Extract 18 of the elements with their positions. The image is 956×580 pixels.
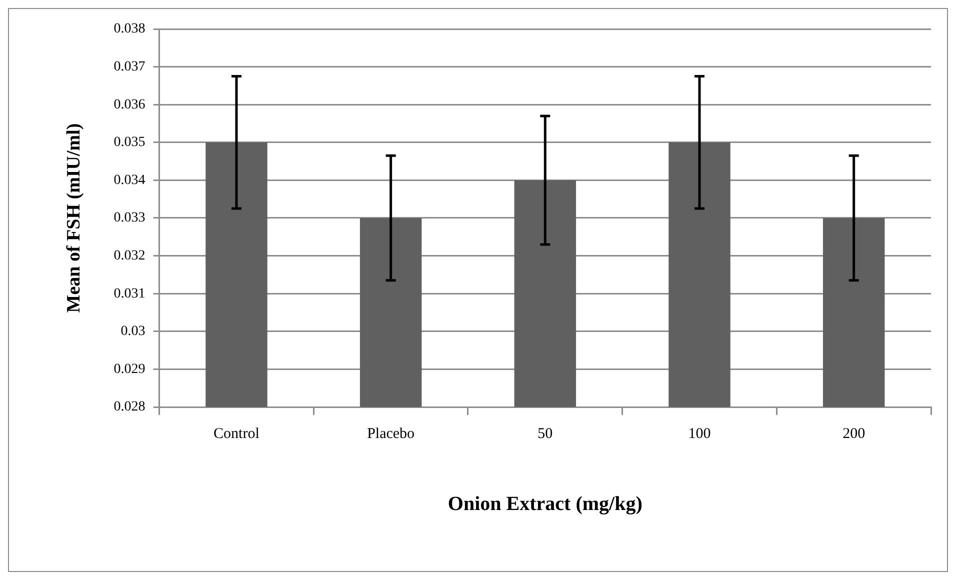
x-tick-label: 200 xyxy=(842,426,866,442)
y-tick-label: 0.03 xyxy=(120,324,146,340)
y-tick-label: 0.035 xyxy=(114,135,146,150)
y-tick-label: 0.028 xyxy=(114,400,146,415)
y-tick-label: 0.032 xyxy=(114,248,146,264)
y-tick-label: 0.034 xyxy=(114,172,146,188)
y-tick-label: 0.036 xyxy=(114,97,146,112)
x-axis-title: Onion Extract (mg/kg) xyxy=(448,493,642,516)
y-axis-title: Mean of FSH (mIU/ml) xyxy=(63,123,84,313)
x-tick-label: 50 xyxy=(538,426,553,442)
x-tick-label: 100 xyxy=(688,426,711,442)
y-tick-label: 0.037 xyxy=(114,59,146,74)
y-tick-label: 0.031 xyxy=(114,286,146,302)
y-tick-label: 0.029 xyxy=(114,362,146,377)
x-tick-label: Placebo xyxy=(367,426,415,442)
y-tick-label: 0.038 xyxy=(114,22,146,37)
x-tick-label: Control xyxy=(214,426,260,442)
y-tick-label: 0.033 xyxy=(114,210,146,226)
